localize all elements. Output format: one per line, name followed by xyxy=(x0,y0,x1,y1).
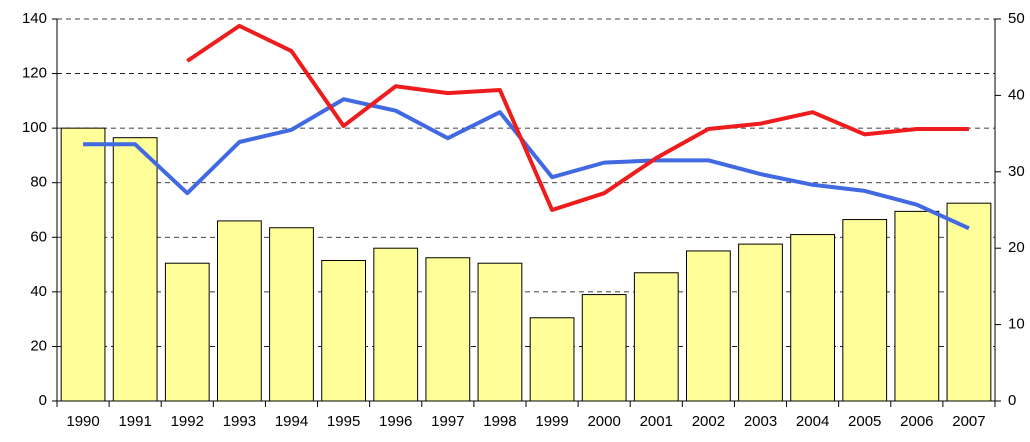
bar xyxy=(164,262,210,402)
bar xyxy=(790,234,835,402)
y-tick-label: 140 xyxy=(22,10,47,27)
y2-tick-label: 20 xyxy=(1008,239,1025,256)
bar xyxy=(321,259,366,402)
x-tick-label: 1997 xyxy=(431,413,464,430)
x-tick-label: 1999 xyxy=(535,413,568,430)
bar xyxy=(946,202,992,402)
x-tick-label: 1994 xyxy=(275,413,308,430)
x-tick-label: 2007 xyxy=(952,413,985,430)
x-tick-label: 1992 xyxy=(171,413,204,430)
bar xyxy=(686,250,731,402)
y-tick-label: 80 xyxy=(30,174,47,191)
y-tick-label: 40 xyxy=(30,283,47,300)
x-tick-label: 2002 xyxy=(692,413,725,430)
y2-tick-label: 50 xyxy=(1008,10,1025,27)
bar xyxy=(633,272,679,402)
y2-tick-label: 0 xyxy=(1008,392,1016,409)
x-tick-label: 2004 xyxy=(796,413,829,430)
x-tick-label: 2005 xyxy=(848,413,881,430)
x-tick-label: 1991 xyxy=(118,413,151,430)
bar xyxy=(112,137,158,402)
line xyxy=(186,23,969,212)
x-tick-label: 2006 xyxy=(900,413,933,430)
x-tick-label: 2003 xyxy=(744,413,777,430)
bar xyxy=(373,247,419,402)
bar xyxy=(425,257,471,402)
bar xyxy=(894,210,940,402)
y-tick-label: 0 xyxy=(39,392,47,409)
x-tick-label: 1990 xyxy=(66,413,99,430)
x-tick-label: 1993 xyxy=(223,413,256,430)
x-tick-label: 2000 xyxy=(587,413,620,430)
bar xyxy=(529,317,575,402)
bar xyxy=(269,227,314,402)
bar xyxy=(842,219,888,402)
y2-tick-label: 30 xyxy=(1008,163,1025,180)
y-tick-label: 100 xyxy=(22,119,47,136)
y-tick-label: 120 xyxy=(22,65,47,82)
bar xyxy=(581,294,627,402)
bar xyxy=(738,243,783,402)
bar xyxy=(217,220,262,402)
y2-tick-label: 40 xyxy=(1008,86,1025,103)
bar xyxy=(60,127,106,402)
y-tick-label: 20 xyxy=(30,337,47,354)
x-tick-label: 2001 xyxy=(640,413,673,430)
x-tick-label: 1995 xyxy=(327,413,360,430)
y-tick-label: 60 xyxy=(30,228,47,245)
line xyxy=(83,97,970,231)
x-tick-label: 1996 xyxy=(379,413,412,430)
y2-tick-label: 10 xyxy=(1008,316,1025,333)
x-tick-label: 1998 xyxy=(483,413,516,430)
bar xyxy=(477,262,523,402)
